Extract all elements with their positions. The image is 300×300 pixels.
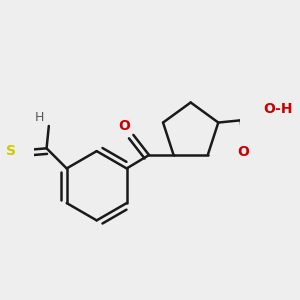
Text: O: O xyxy=(237,145,249,159)
Text: S: S xyxy=(6,144,16,158)
Text: O-H: O-H xyxy=(263,102,292,116)
Text: H: H xyxy=(35,110,45,124)
Text: O: O xyxy=(118,119,130,133)
